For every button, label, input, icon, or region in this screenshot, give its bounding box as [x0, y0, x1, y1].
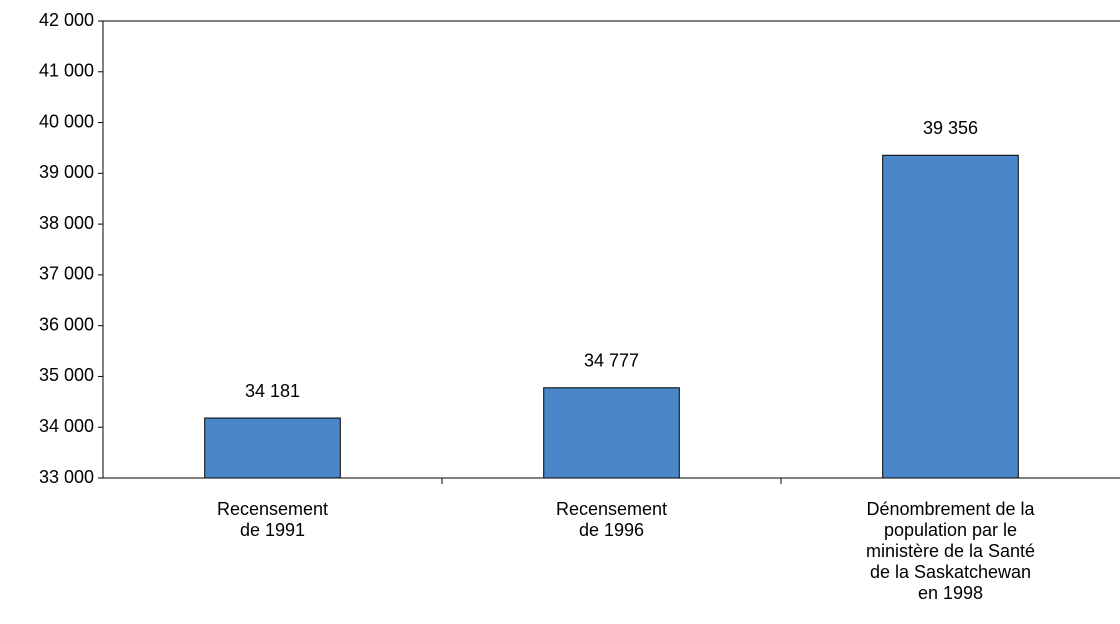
x-tick-label: Recensement de 1996 [556, 499, 667, 540]
y-tick-label: 39 000 [39, 162, 94, 182]
y-tick-label: 35 000 [39, 365, 94, 385]
y-tick-label: 36 000 [39, 314, 94, 334]
y-tick-label: 42 000 [39, 10, 94, 30]
y-tick-label: 34 000 [39, 416, 94, 436]
bar [204, 417, 341, 479]
x-tick-label: Recensement de 1991 [217, 499, 328, 540]
y-tick-label: 41 000 [39, 61, 94, 81]
y-tick-label: 40 000 [39, 111, 94, 131]
data-label: 39 356 [923, 118, 978, 138]
y-tick-label: 37 000 [39, 264, 94, 284]
y-tick-label: 33 000 [39, 467, 94, 487]
data-label: 34 777 [584, 351, 639, 371]
bar [882, 154, 1019, 479]
x-tick-label: Dénombrement de la population par le minis… [866, 499, 1036, 603]
bar [543, 387, 680, 479]
y-tick-label: 38 000 [39, 213, 94, 233]
data-label: 34 181 [245, 381, 300, 401]
